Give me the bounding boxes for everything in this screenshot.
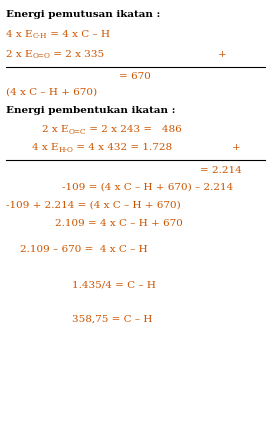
Text: Energi pembentukan ikatan :: Energi pembentukan ikatan : — [6, 106, 176, 115]
Text: 4 x E: 4 x E — [32, 143, 59, 152]
Text: = 2 x 243 =   486: = 2 x 243 = 486 — [86, 125, 182, 134]
Text: +: + — [232, 143, 241, 152]
Text: 2 x E: 2 x E — [42, 125, 69, 134]
Text: C-H: C-H — [33, 33, 47, 41]
Text: O=O: O=O — [33, 52, 50, 60]
Text: 4 x E: 4 x E — [6, 30, 33, 39]
Text: 358,75 = C – H: 358,75 = C – H — [72, 315, 152, 324]
Text: = 4 x 432 = 1.728: = 4 x 432 = 1.728 — [73, 143, 173, 152]
Text: 2 x E: 2 x E — [6, 50, 33, 59]
Text: = 4 x C – H: = 4 x C – H — [47, 30, 110, 39]
Text: 2.109 – 670 =  4 x C – H: 2.109 – 670 = 4 x C – H — [20, 245, 148, 254]
Text: +: + — [218, 50, 227, 59]
Text: = 2.214: = 2.214 — [200, 166, 242, 175]
Text: (4 x C – H + 670): (4 x C – H + 670) — [6, 88, 97, 97]
Text: 2.109 = 4 x C – H + 670: 2.109 = 4 x C – H + 670 — [55, 219, 183, 228]
Text: -109 + 2.214 = (4 x C – H + 670): -109 + 2.214 = (4 x C – H + 670) — [6, 201, 181, 210]
Text: Energi pemutusan ikatan :: Energi pemutusan ikatan : — [6, 10, 160, 19]
Text: 1.435/4 = C – H: 1.435/4 = C – H — [72, 280, 156, 289]
Text: H-O: H-O — [59, 146, 73, 153]
Text: O=C: O=C — [69, 127, 86, 135]
Text: = 2 x 335: = 2 x 335 — [50, 50, 105, 59]
Text: = 670: = 670 — [119, 72, 151, 81]
Text: -109 = (4 x C – H + 670) – 2.214: -109 = (4 x C – H + 670) – 2.214 — [62, 183, 233, 192]
